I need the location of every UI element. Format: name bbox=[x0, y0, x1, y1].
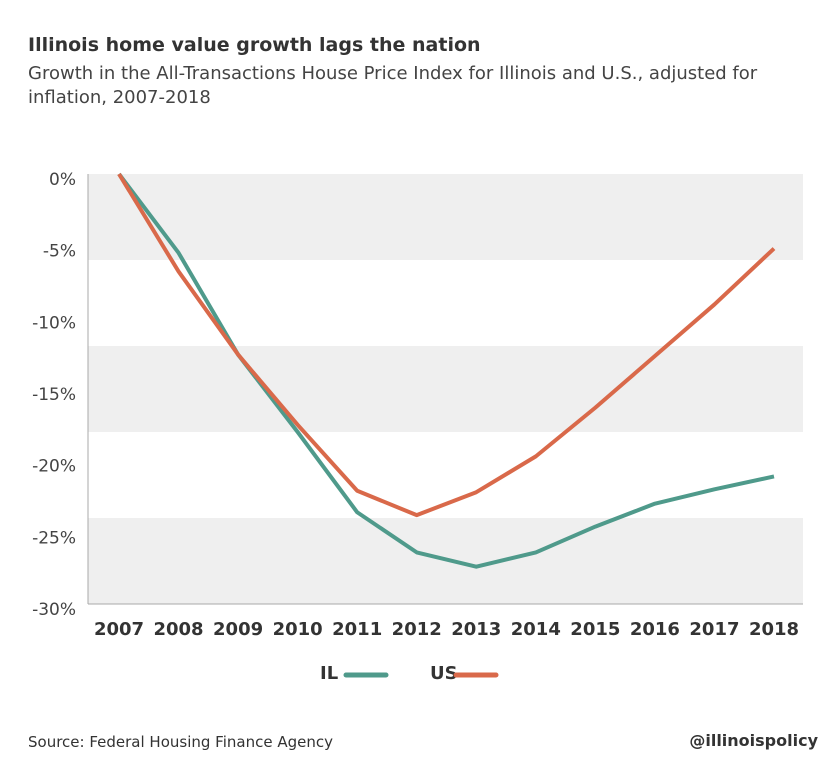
x-tick-label: 2008 bbox=[153, 619, 203, 640]
x-tick-label: 2010 bbox=[273, 619, 323, 640]
band bbox=[88, 174, 803, 260]
y-tick-label: 0% bbox=[49, 170, 76, 190]
legend-label: US bbox=[430, 663, 458, 684]
chart-subtitle: Growth in the All-Transactions House Pri… bbox=[28, 63, 758, 108]
credit: @illinoispolicy bbox=[689, 731, 818, 750]
band bbox=[88, 346, 803, 432]
x-tick-label: 2014 bbox=[511, 619, 561, 640]
y-tick-label: -15% bbox=[32, 385, 76, 405]
x-tick-label: 2018 bbox=[749, 619, 799, 640]
y-tick-label: -20% bbox=[32, 457, 76, 477]
x-tick-label: 2013 bbox=[451, 619, 501, 640]
line bbox=[117, 172, 776, 518]
x-tick-label: 2009 bbox=[213, 619, 263, 640]
y-tick-label: -30% bbox=[32, 600, 76, 620]
legend-label: IL bbox=[320, 663, 338, 684]
x-tick-label: 2012 bbox=[392, 619, 442, 640]
x-tick-label: 2007 bbox=[94, 619, 144, 640]
x-tick-label: 2017 bbox=[689, 619, 739, 640]
y-tick-label: -10% bbox=[32, 313, 76, 333]
source: Source: Federal Housing Finance Agency bbox=[28, 733, 333, 751]
x-tick-label: 2016 bbox=[630, 619, 680, 640]
chart-title: Illinois home value growth lags the nati… bbox=[28, 34, 481, 56]
x-tick-label: 2015 bbox=[570, 619, 620, 640]
x-tick-label: 2011 bbox=[332, 619, 382, 640]
y-tick-label: -25% bbox=[32, 528, 76, 548]
y-tick-label: -5% bbox=[43, 242, 76, 262]
